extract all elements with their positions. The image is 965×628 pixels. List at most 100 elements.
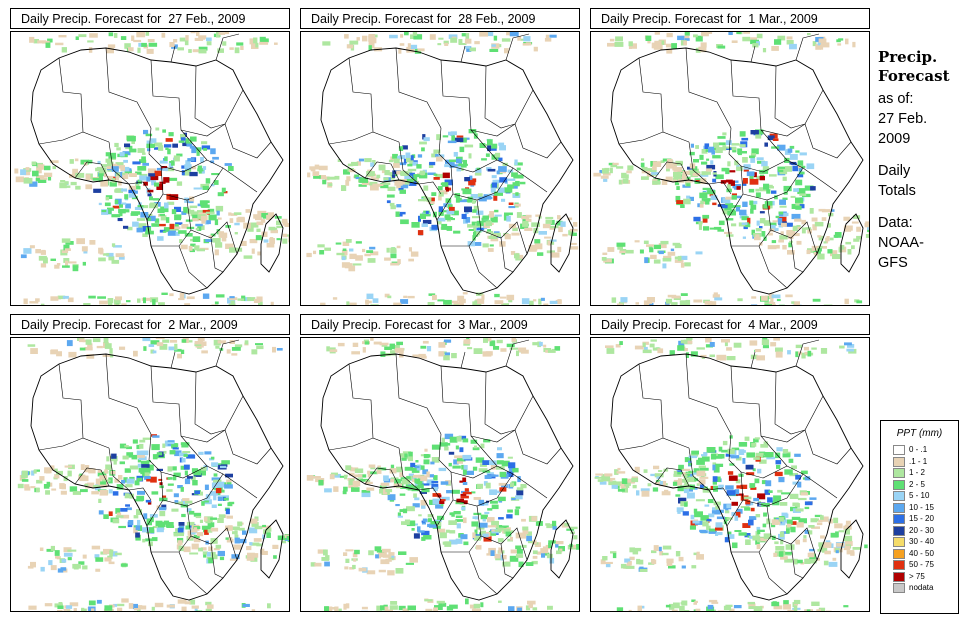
precip-cell: [193, 534, 200, 539]
precip-cell: [713, 292, 718, 296]
precip-cell: [64, 248, 71, 251]
precip-cell: [745, 500, 751, 505]
map-panel-1-mar: Daily Precip. Forecast for 1 Mar., 2009: [590, 8, 870, 306]
precip-cell: [444, 164, 450, 168]
precip-cell: [685, 179, 693, 183]
precip-cell: [205, 608, 212, 611]
precip-cell: [133, 350, 138, 357]
precip-cell: [433, 486, 438, 492]
precip-cell: [166, 193, 171, 200]
precip-cell: [65, 260, 69, 266]
precip-cell: [253, 538, 262, 542]
precip-cell: [808, 530, 813, 535]
precip-cell: [782, 197, 788, 200]
precip-cell: [78, 338, 85, 343]
precip-cell: [358, 184, 367, 187]
precip-cell: [537, 252, 544, 256]
precip-cell: [99, 248, 104, 255]
country-border: [58, 363, 110, 449]
precip-cell: [179, 239, 183, 243]
precip-cell: [479, 143, 486, 148]
precip-cell: [603, 178, 608, 182]
precip-cell: [401, 457, 407, 461]
precip-cell: [409, 44, 418, 49]
precip-cell: [646, 168, 653, 173]
precip-cell: [396, 245, 401, 249]
precip-cell: [134, 480, 140, 486]
precip-cell: [762, 48, 767, 53]
precip-cell: [99, 300, 108, 305]
precip-cell: [422, 134, 426, 140]
precip-cell: [618, 301, 624, 305]
precip-cell: [145, 32, 150, 36]
precip-cell: [317, 549, 327, 554]
precip-cell: [414, 465, 420, 469]
precip-cell: [239, 538, 247, 544]
precip-cell: [135, 182, 140, 186]
precip-cell: [707, 611, 710, 612]
precip-cell: [75, 36, 79, 40]
precip-cell: [67, 557, 72, 561]
precip-cell: [346, 44, 354, 49]
country-border: [484, 65, 516, 129]
precip-cell: [206, 220, 211, 225]
precip-cell: [230, 300, 235, 305]
precip-cell: [490, 550, 495, 556]
precip-cell: [655, 482, 663, 485]
precip-cell: [747, 601, 755, 605]
precip-cell: [798, 165, 806, 169]
country-border: [395, 353, 442, 435]
precip-cell: [113, 603, 118, 607]
precip-cell: [115, 508, 121, 514]
precip-cell: [601, 168, 609, 174]
precip-cell: [136, 227, 143, 233]
country-border: [708, 181, 732, 195]
precip-cell: [744, 436, 750, 441]
precip-cell: [360, 478, 369, 482]
precip-cell: [225, 473, 233, 478]
precip-cell: [780, 539, 784, 545]
precip-cell: [498, 482, 507, 486]
precip-cell: [700, 530, 708, 534]
precip-cell: [82, 339, 88, 343]
precip-cell: [324, 488, 332, 493]
country-border: [105, 353, 152, 435]
precip-cell: [702, 456, 710, 462]
precip-cell: [739, 131, 746, 137]
precip-cell: [451, 353, 457, 359]
legend-label: 15 - 20: [909, 514, 934, 523]
precip-cell: [411, 467, 420, 473]
country-border: [742, 473, 804, 507]
precip-cell: [718, 446, 723, 452]
precip-cell: [627, 165, 634, 171]
precip-cell: [442, 172, 450, 179]
precip-cell: [456, 523, 461, 529]
precip-cell: [206, 37, 212, 42]
precip-cell: [651, 42, 655, 49]
precip-cell: [217, 48, 224, 53]
precip-cell: [367, 473, 371, 478]
precip-cell: [404, 306, 408, 307]
precip-cell: [695, 221, 700, 225]
precip-cell: [616, 166, 624, 169]
precip-cell: [520, 484, 527, 489]
precip-cell: [514, 509, 520, 516]
precip-cell: [629, 547, 635, 553]
precip-cell: [145, 499, 151, 503]
precip-cell: [365, 300, 372, 304]
precip-cell: [468, 153, 472, 159]
country-border: [468, 245, 498, 289]
precip-cell: [208, 557, 214, 564]
precip-cell: [188, 340, 193, 343]
precip-cell: [119, 204, 123, 208]
precip-cell: [712, 481, 717, 485]
precip-cell: [531, 222, 540, 227]
precip-cell: [456, 498, 464, 503]
precip-cell: [573, 544, 579, 549]
precip-cell: [716, 516, 725, 520]
precip-cell: [750, 507, 755, 512]
precip-cell: [660, 160, 665, 163]
precip-cell: [421, 505, 426, 509]
precip-cell: [696, 483, 700, 486]
precip-cell: [412, 503, 420, 508]
